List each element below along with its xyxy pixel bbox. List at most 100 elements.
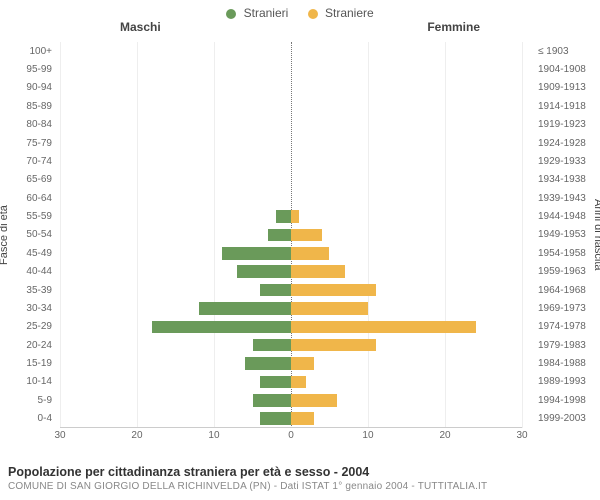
pyramid-row	[60, 134, 522, 152]
female-half	[291, 354, 522, 372]
female-half	[291, 281, 522, 299]
plot-area	[60, 42, 522, 428]
bar-male	[260, 412, 291, 424]
bar-female	[291, 247, 329, 259]
bar-male	[237, 265, 291, 277]
pyramid-row	[60, 244, 522, 262]
pyramid-row	[60, 410, 522, 428]
male-half	[60, 373, 291, 391]
male-half	[60, 79, 291, 97]
birth-year-label: 1944-1948	[538, 207, 590, 225]
pyramid-row	[60, 336, 522, 354]
bar-female	[291, 265, 345, 277]
birth-year-label: 1974-1978	[538, 318, 590, 336]
age-label: 55-59	[0, 207, 52, 225]
female-half	[291, 42, 522, 60]
male-half	[60, 336, 291, 354]
female-half	[291, 79, 522, 97]
female-half	[291, 152, 522, 170]
birth-year-label: 1959-1963	[538, 263, 590, 281]
bar-male	[222, 247, 291, 259]
bar-male	[260, 376, 291, 388]
y-axis-title-right: Anni di nascita	[592, 42, 600, 428]
birth-year-label: 1989-1993	[538, 373, 590, 391]
age-label: 100+	[0, 42, 52, 60]
male-half	[60, 42, 291, 60]
chart-subtitle: COMUNE DI SAN GIORGIO DELLA RICHINVELDA …	[8, 481, 592, 492]
bar-female	[291, 210, 299, 222]
pyramid-row	[60, 373, 522, 391]
bar-male	[260, 284, 291, 296]
male-half	[60, 116, 291, 134]
pyramid-row	[60, 391, 522, 409]
female-half	[291, 60, 522, 78]
female-half	[291, 336, 522, 354]
pyramid-row	[60, 318, 522, 336]
chart-footer: Popolazione per cittadinanza straniera p…	[8, 465, 592, 492]
male-half	[60, 299, 291, 317]
pyramid-row	[60, 189, 522, 207]
age-labels: 100+95-9990-9485-8980-8475-7970-7465-696…	[0, 42, 56, 428]
bar-male	[276, 210, 291, 222]
legend-swatch-female	[308, 9, 318, 19]
male-half	[60, 318, 291, 336]
header-male: Maschi	[120, 20, 161, 34]
male-half	[60, 97, 291, 115]
age-label: 85-89	[0, 97, 52, 115]
female-half	[291, 373, 522, 391]
header-female: Femmine	[427, 20, 480, 34]
bar-rows	[60, 42, 522, 428]
male-half	[60, 226, 291, 244]
pyramid-row	[60, 207, 522, 225]
birth-year-label: 1979-1983	[538, 336, 590, 354]
male-half	[60, 391, 291, 409]
x-tick: 0	[288, 430, 294, 441]
birth-year-label: 1964-1968	[538, 281, 590, 299]
male-half	[60, 189, 291, 207]
bar-male	[268, 229, 291, 241]
age-label: 30-34	[0, 299, 52, 317]
bar-male	[253, 339, 291, 351]
pyramid-row	[60, 42, 522, 60]
legend: Stranieri Straniere	[0, 0, 600, 20]
pyramid-row	[60, 299, 522, 317]
x-axis-ticks: 3020100102030	[60, 430, 522, 446]
birth-year-label: 1924-1928	[538, 134, 590, 152]
male-half	[60, 281, 291, 299]
gender-headers: Maschi Femmine	[0, 20, 600, 36]
bar-female	[291, 321, 476, 333]
pyramid-row	[60, 152, 522, 170]
male-half	[60, 263, 291, 281]
age-label: 60-64	[0, 189, 52, 207]
pyramid-row	[60, 171, 522, 189]
female-half	[291, 391, 522, 409]
female-half	[291, 410, 522, 428]
bar-female	[291, 339, 376, 351]
female-half	[291, 171, 522, 189]
bar-male	[245, 357, 291, 369]
birth-year-label: 1949-1953	[538, 226, 590, 244]
age-label: 5-9	[0, 391, 52, 409]
birth-year-label: 1999-2003	[538, 410, 590, 428]
female-half	[291, 244, 522, 262]
birth-year-label: 1929-1933	[538, 152, 590, 170]
female-half	[291, 263, 522, 281]
female-half	[291, 134, 522, 152]
female-half	[291, 299, 522, 317]
age-label: 10-14	[0, 373, 52, 391]
birth-year-label: 1984-1988	[538, 354, 590, 372]
female-half	[291, 207, 522, 225]
bar-male	[199, 302, 291, 314]
age-label: 25-29	[0, 318, 52, 336]
bar-male	[253, 394, 291, 406]
pyramid-row	[60, 79, 522, 97]
pyramid-row	[60, 97, 522, 115]
pyramid-row	[60, 263, 522, 281]
age-label: 95-99	[0, 60, 52, 78]
birth-year-label: 1939-1943	[538, 189, 590, 207]
pyramid-row	[60, 116, 522, 134]
age-label: 75-79	[0, 134, 52, 152]
age-label: 90-94	[0, 79, 52, 97]
female-half	[291, 97, 522, 115]
birth-year-label: 1994-1998	[538, 391, 590, 409]
